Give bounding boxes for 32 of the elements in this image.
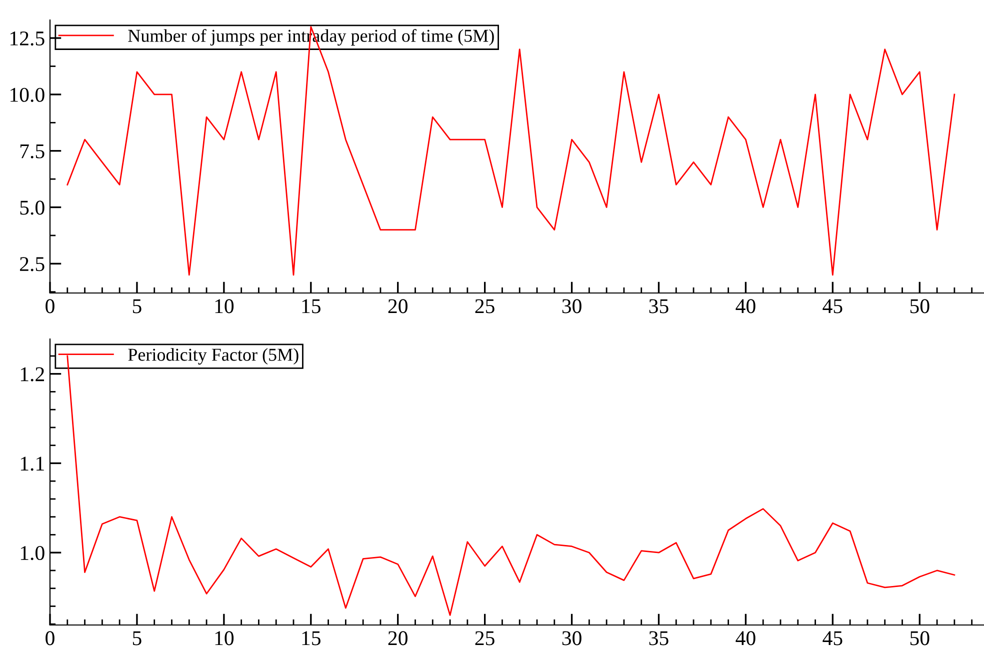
y-tick-label: 10.0: [10, 88, 44, 102]
x-tick-label: 35: [649, 299, 668, 314]
y-tick-label: 5.0: [20, 200, 44, 215]
line-series: [66, 26, 956, 276]
x-tick-label: 50: [910, 631, 930, 646]
x-tick-label: 20: [388, 631, 408, 646]
x-tick-label: 15: [302, 299, 320, 314]
x-tick-label: 10: [215, 631, 234, 646]
x-tick-label: 50: [910, 299, 930, 314]
y-tick-label: 1.1: [20, 456, 44, 471]
x-tick-label: 10: [215, 299, 234, 314]
x-tick-label: 35: [649, 631, 668, 646]
legend-label: Periodicity Factor (5M): [128, 348, 298, 365]
y-tick-label: 12.5: [10, 31, 44, 46]
x-tick-label: 5: [132, 631, 142, 646]
x-tick-label: 30: [562, 631, 582, 646]
x-tick-label: 20: [388, 299, 408, 314]
x-tick-label: 45: [822, 299, 842, 314]
x-tick-label: 15: [302, 631, 320, 646]
y-tick-label: 2.5: [20, 257, 44, 272]
x-tick-label: 30: [562, 299, 582, 314]
y-tick-label: 1.0: [20, 546, 44, 560]
x-tick-label: 25: [475, 631, 494, 646]
x-tick-label: 0: [46, 299, 54, 314]
x-tick-label: 25: [475, 299, 494, 314]
x-tick-label: 40: [736, 631, 756, 646]
y-tick-label: 7.5: [20, 144, 44, 158]
x-tick-label: 0: [46, 631, 54, 646]
x-tick-label: 40: [736, 299, 756, 314]
x-tick-label: 45: [822, 631, 842, 646]
y-tick-label: 1.2: [20, 367, 44, 382]
x-tick-label: 5: [132, 299, 142, 314]
